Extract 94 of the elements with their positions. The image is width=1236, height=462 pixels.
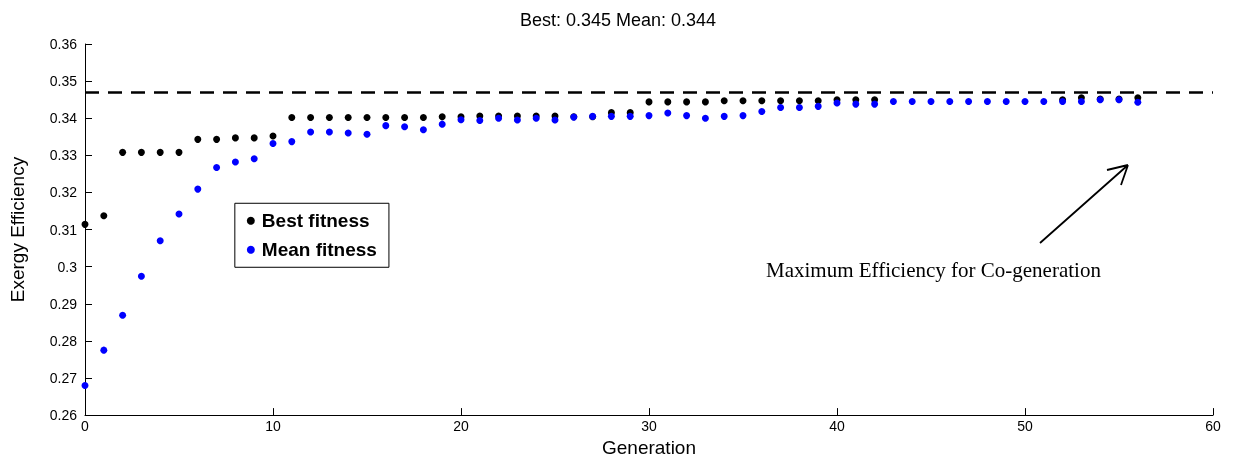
x-tick-label: 30 (641, 418, 657, 435)
point (739, 112, 747, 120)
y-tick-label: 0.31 (49, 221, 78, 238)
point (194, 135, 202, 143)
point (250, 134, 258, 142)
point (325, 113, 333, 121)
legend-label: Best fitness (261, 210, 370, 232)
point (889, 98, 897, 106)
point (382, 122, 390, 130)
point (419, 126, 427, 134)
point (513, 116, 521, 124)
point (325, 128, 333, 136)
point (363, 113, 371, 121)
point (1134, 98, 1142, 106)
y-tick-label: 0.27 (49, 369, 78, 386)
point (664, 109, 672, 117)
point (664, 98, 672, 106)
point (231, 158, 239, 166)
point (401, 123, 409, 131)
y-tick-label: 0.33 (49, 147, 78, 164)
point (81, 220, 89, 228)
x-tick-label: 10 (265, 418, 281, 435)
point (795, 97, 803, 105)
x-tick-label: 50 (1017, 418, 1033, 435)
legend-label: Mean fitness (261, 239, 377, 261)
point (852, 100, 860, 108)
point (250, 155, 258, 163)
y-tick-label: 0.34 (49, 110, 78, 127)
point (156, 237, 164, 245)
y-tick-label: 0.28 (49, 332, 78, 349)
point (100, 212, 108, 220)
point (175, 148, 183, 156)
point (119, 148, 127, 156)
point (382, 113, 390, 121)
point (100, 346, 108, 354)
point (288, 113, 296, 121)
point (307, 113, 315, 121)
point (983, 98, 991, 106)
point (946, 98, 954, 106)
point (344, 129, 352, 137)
point (814, 102, 822, 110)
x-tick-label: 20 (453, 418, 469, 435)
x-axis-title: Generation (601, 437, 697, 458)
x-tick-label: 0 (81, 418, 90, 435)
point (194, 185, 202, 193)
point (344, 113, 352, 121)
y-tick-label: 0.29 (49, 295, 78, 312)
y-tick-label: 0.35 (49, 73, 78, 90)
point (965, 98, 973, 106)
y-tick-label: 0.26 (49, 407, 78, 424)
point (438, 120, 446, 128)
point (1077, 98, 1085, 106)
point (1040, 98, 1048, 106)
point (683, 98, 691, 106)
point (438, 113, 446, 121)
point (1021, 98, 1029, 106)
point (288, 138, 296, 146)
point (156, 148, 164, 156)
point (683, 112, 691, 120)
point (720, 112, 728, 120)
point (137, 272, 145, 280)
point (231, 134, 239, 142)
point (401, 113, 409, 121)
point (645, 112, 653, 120)
point (476, 116, 484, 124)
point (213, 164, 221, 172)
point (777, 103, 785, 111)
annotation: Maximum Efficiency for Co-generation (766, 258, 1101, 283)
y-tick-label: 0.32 (49, 184, 78, 201)
point (701, 98, 709, 106)
point (871, 100, 879, 108)
point (739, 97, 747, 105)
point (213, 135, 221, 143)
point (927, 98, 935, 106)
point (758, 97, 766, 105)
point (137, 148, 145, 156)
point (720, 97, 728, 105)
x-tick-label: 60 (1205, 418, 1221, 435)
y-tick-label: 0.36 (49, 36, 78, 52)
chart-title: Best: 0.345 Mean: 0.344 (519, 10, 717, 30)
point (777, 97, 785, 105)
point (908, 98, 916, 106)
y-axis-title: Exergy Efficiency (7, 156, 28, 303)
point (758, 108, 766, 116)
point (119, 311, 127, 319)
point (307, 128, 315, 136)
point (81, 381, 89, 389)
point (419, 113, 427, 121)
y-tick-label: 0.3 (57, 258, 78, 275)
x-tick-label: 40 (829, 418, 845, 435)
point (1002, 98, 1010, 106)
point (795, 103, 803, 111)
point (701, 114, 709, 122)
point (269, 139, 277, 147)
